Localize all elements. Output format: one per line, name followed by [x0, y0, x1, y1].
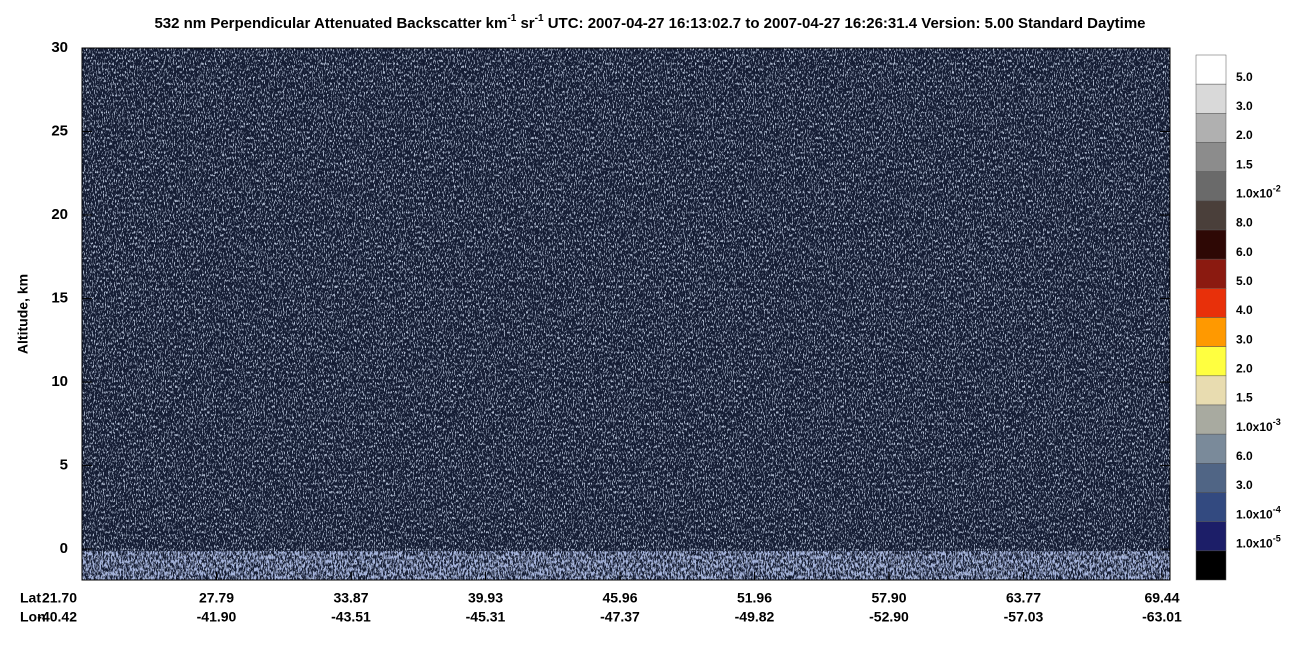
colorbar-label: 3.0	[1236, 478, 1253, 492]
colorbar-label: 8.0	[1236, 216, 1253, 230]
colorbar-label: 5.0	[1236, 274, 1253, 288]
x-row-name: Lat	[20, 590, 41, 606]
x-tick-label: 21.70	[42, 590, 77, 606]
colorbar-label-exponent: -3	[1273, 417, 1281, 427]
colorbar-label-text: 1.0x10	[1236, 507, 1273, 521]
x-tick-label: -43.51	[331, 609, 371, 625]
colorbar-label: 3.0	[1236, 99, 1253, 113]
colorbar-label: 2.0	[1236, 128, 1253, 142]
x-tick-label: 33.87	[333, 590, 368, 606]
colorbar-label-text: 3.0	[1236, 478, 1253, 492]
x-tick-label: 63.77	[1006, 590, 1041, 606]
colorbar-swatch	[1195, 113, 1227, 143]
title-superscript: -1	[535, 13, 544, 24]
colorbar-label-exponent: -2	[1273, 184, 1281, 194]
colorbar-label-text: 5.0	[1236, 274, 1253, 288]
colorbar-label: 1.5	[1236, 391, 1253, 405]
colorbar-swatch	[1195, 83, 1227, 114]
colorbar-label: 6.0	[1236, 449, 1253, 463]
x-tick-label: 69.44	[1144, 590, 1179, 606]
colorbar-label-text: 6.0	[1236, 245, 1253, 259]
x-tick-label: 39.93	[468, 590, 503, 606]
colorbar-swatch	[1195, 433, 1227, 464]
colorbar-label: 4.0	[1236, 303, 1253, 317]
colorbar-label: 2.0	[1236, 362, 1253, 376]
x-tick-label: -45.31	[466, 609, 506, 625]
x-tick-label: 27.79	[199, 590, 234, 606]
colorbar-label-text: 1.0x10	[1236, 187, 1273, 201]
plot-frame	[81, 47, 1171, 581]
x-tick-label: -40.42	[37, 609, 77, 625]
x-tick-label: -49.82	[735, 609, 775, 625]
colorbar-label: 3.0	[1236, 332, 1253, 346]
colorbar-label-text: 1.0x10	[1236, 420, 1273, 434]
colorbar-swatch	[1195, 492, 1227, 522]
colorbar-swatch	[1195, 375, 1227, 406]
y-axis-label: Altitude, km	[15, 274, 31, 354]
y-tick-label: 15	[51, 290, 68, 307]
colorbar-label-text: 6.0	[1236, 449, 1253, 463]
colorbar-label: 1.5	[1236, 157, 1253, 171]
colorbar-swatch	[1195, 550, 1227, 581]
subsurface-texture	[82, 551, 1170, 580]
y-tick-label: 25	[51, 122, 68, 139]
colorbar-label-text: 2.0	[1236, 128, 1253, 142]
noise-texture	[82, 48, 1170, 580]
colorbar-swatch	[1195, 463, 1227, 493]
colorbar-label-text: 1.5	[1236, 157, 1253, 171]
colorbar-label-text: 4.0	[1236, 303, 1253, 317]
x-tick-label: -63.01	[1142, 609, 1182, 625]
title-segment: UTC: 2007-04-27 16:13:02.7 to 2007-04-27…	[544, 15, 1146, 32]
colorbar-swatch	[1195, 404, 1227, 435]
x-tick-label: -57.03	[1004, 609, 1044, 625]
colorbar-swatch	[1195, 200, 1227, 231]
colorbar-swatch	[1195, 258, 1227, 289]
colorbar-label: 1.0x10-4	[1236, 505, 1281, 522]
colorbar-swatch	[1195, 288, 1227, 318]
y-tick-label: 20	[51, 206, 68, 223]
x-tick-label: -52.90	[869, 609, 909, 625]
x-tick-label: 51.96	[737, 590, 772, 606]
colorbar-label: 1.0x10-5	[1236, 534, 1281, 551]
colorbar-swatch	[1195, 142, 1227, 172]
colorbar-swatch	[1195, 229, 1227, 260]
colorbar-label: 6.0	[1236, 245, 1253, 259]
y-tick-label: 10	[51, 373, 68, 390]
x-tick-label: -41.90	[197, 609, 237, 625]
x-tick-label: -47.37	[600, 609, 640, 625]
y-tick-label: 0	[60, 540, 68, 557]
colorbar-label-text: 2.0	[1236, 362, 1253, 376]
title-segment: 532 nm Perpendicular Attenuated Backscat…	[154, 15, 507, 32]
chart-title: 532 nm Perpendicular Attenuated Backscat…	[154, 13, 1145, 32]
y-tick-label: 5	[60, 457, 68, 474]
colorbar-label: 1.0x10-3	[1236, 417, 1281, 434]
colorbar-label-exponent: -4	[1273, 505, 1281, 515]
x-tick-label: 57.90	[871, 590, 906, 606]
x-tick-label: 45.96	[602, 590, 637, 606]
colorbar-label: 5.0	[1236, 70, 1253, 84]
y-tick-label: 30	[51, 39, 68, 56]
colorbar-swatch	[1195, 521, 1227, 552]
x-row-name: Lon	[20, 609, 46, 625]
colorbar-swatch	[1195, 317, 1227, 347]
colorbar-label-text: 5.0	[1236, 70, 1253, 84]
colorbar-label-text: 8.0	[1236, 216, 1253, 230]
plot-area	[81, 47, 1171, 581]
colorbar-label-text: 1.0x10	[1236, 537, 1273, 551]
colorbar-label-text: 3.0	[1236, 99, 1253, 113]
title-segment: sr	[516, 15, 535, 32]
colorbar-swatch	[1195, 171, 1227, 202]
colorbar-label: 1.0x10-2	[1236, 184, 1281, 201]
title-superscript: -1	[507, 13, 516, 24]
colorbar-label-text: 3.0	[1236, 332, 1253, 346]
colorbar-label-text: 1.5	[1236, 391, 1253, 405]
colorbar-label-exponent: -5	[1273, 534, 1281, 544]
colorbar-swatch	[1195, 346, 1227, 377]
colorbar-swatch	[1195, 54, 1227, 85]
